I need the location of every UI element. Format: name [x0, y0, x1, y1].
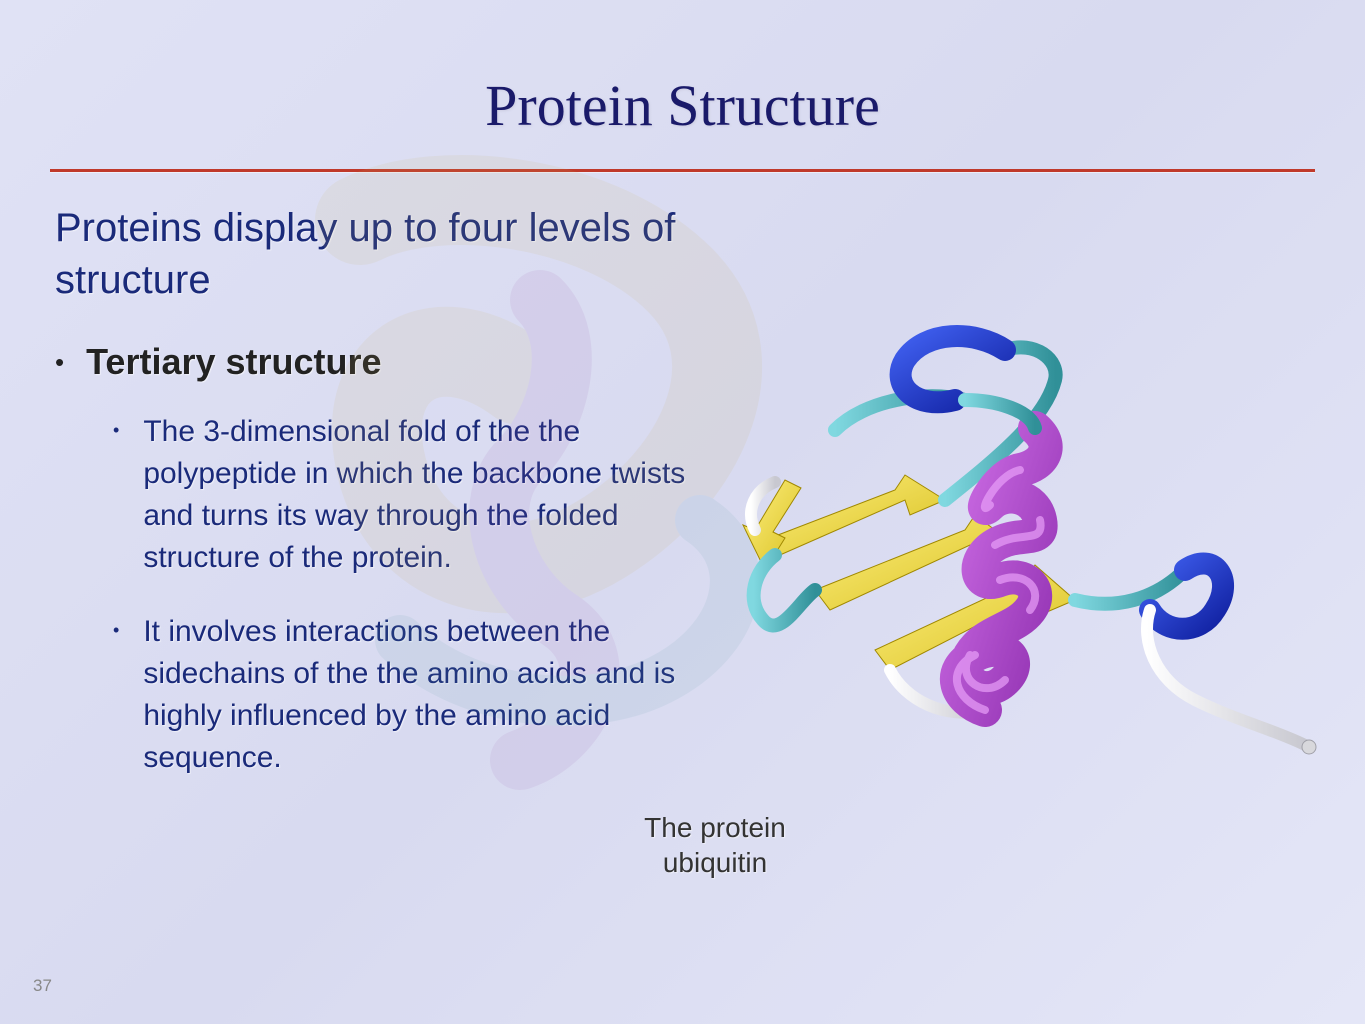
bullet-level2: • It involves interactions between the s…	[113, 611, 693, 779]
bullet-level2: • The 3-dimensional fold of the the poly…	[113, 411, 693, 579]
bullet-dot-icon: •	[55, 349, 64, 375]
bullet-l1-text: Tertiary structure	[86, 341, 381, 383]
bullet-l2-text: It involves interactions between the sid…	[143, 611, 693, 779]
bullet-dot-icon: •	[113, 421, 119, 439]
slide-subtitle: Proteins display up to four levels of st…	[55, 202, 705, 306]
bullet-level1: • Tertiary structure	[55, 341, 695, 383]
c-terminus-ball	[1302, 740, 1316, 754]
bullet-l2-text: The 3-dimensional fold of the the polype…	[143, 411, 693, 579]
content-area: • Tertiary structure • The 3-dimensional…	[55, 341, 695, 779]
slide-title: Protein Structure	[0, 0, 1365, 139]
caption-line1: The protein	[644, 812, 786, 843]
bullet-dot-icon: •	[113, 621, 119, 639]
figure-caption: The protein ubiquitin	[620, 810, 810, 880]
page-number: 37	[33, 976, 52, 996]
title-divider	[50, 169, 1315, 172]
alpha-helix	[957, 428, 1046, 710]
caption-line2: ubiquitin	[663, 847, 767, 878]
slide: Protein Structure Proteins display up to…	[0, 0, 1365, 1024]
protein-ribbon-figure	[695, 300, 1335, 860]
